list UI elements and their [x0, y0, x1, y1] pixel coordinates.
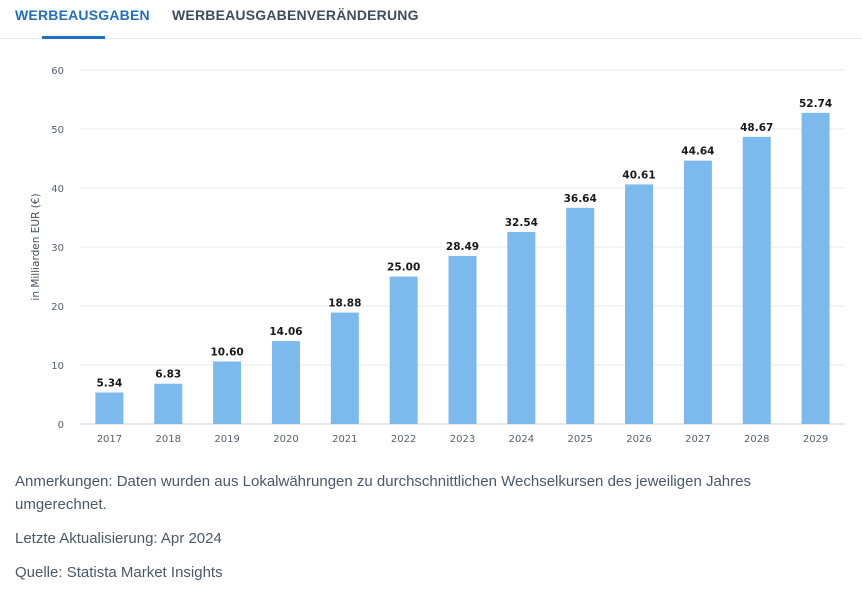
bar-2020[interactable] [271, 341, 300, 424]
y-tick-label: 0 [58, 420, 64, 431]
bar-2024[interactable] [507, 232, 536, 424]
tab-bar: WERBEAUSGABEN WERBEAUSGABENVERÄNDERUNG [0, 0, 862, 39]
bar-chart: 0 10 20 30 40 50 60 in Milliarden EUR (€) 5.34… [30, 66, 845, 445]
tab-werbeausgabenveraenderung[interactable]: WERBEAUSGABENVERÄNDERUNG [172, 7, 419, 23]
y-axis-ticks: 0 10 20 30 40 50 60 [51, 66, 64, 431]
x-tick-label: 2023 [450, 434, 475, 445]
x-tick-label: 2025 [567, 434, 592, 445]
data-label-2025: 36.64 [564, 193, 597, 205]
x-tick-label: 2026 [626, 434, 651, 445]
x-tick-label: 2029 [803, 434, 828, 445]
x-axis-ticks: 2017 2018 2019 2020 2021 2022 2023 2024 2025 2026… [97, 434, 829, 445]
data-labels: 5.34 6.83 10.60 14.06 18.88 25.00 28.49 32.54 36… [96, 98, 832, 390]
data-label-2021: 18.88 [328, 298, 361, 310]
y-tick-label: 30 [51, 243, 64, 254]
data-label-2023: 28.49 [446, 241, 479, 253]
x-tick-label: 2018 [156, 434, 181, 445]
x-tick-label: 2021 [332, 434, 357, 445]
y-tick-label: 40 [51, 184, 64, 195]
y-tick-label: 50 [51, 125, 64, 136]
last-update-text: Letzte Aktualisierung: Apr 2024 [15, 530, 222, 547]
source-text: Quelle: Statista Market Insights [15, 564, 223, 581]
x-tick-label: 2028 [744, 434, 769, 445]
data-label-2017: 5.34 [96, 377, 122, 389]
bar-2025[interactable] [566, 207, 595, 424]
tab-werbeausgaben[interactable]: WERBEAUSGABEN [15, 7, 150, 23]
bar-2027[interactable] [683, 160, 712, 424]
y-tick-label: 60 [51, 66, 64, 77]
y-tick-label: 20 [51, 302, 64, 313]
active-tab-indicator [42, 36, 105, 39]
bar-2026[interactable] [625, 184, 654, 424]
data-label-2026: 40.61 [622, 169, 655, 181]
bar-2017[interactable] [95, 392, 124, 424]
data-label-2024: 32.54 [505, 217, 538, 229]
data-label-2019: 10.60 [211, 346, 244, 358]
x-tick-label: 2022 [391, 434, 416, 445]
data-label-2022: 25.00 [387, 262, 420, 274]
bar-2022[interactable] [389, 276, 418, 425]
bar-2021[interactable] [330, 312, 359, 424]
data-label-2029: 52.74 [799, 98, 832, 110]
bar-2028[interactable] [742, 136, 771, 425]
bar-2023[interactable] [448, 255, 477, 424]
x-tick-label: 2024 [509, 434, 534, 445]
chart-notes: Anmerkungen: Daten wurden aus Lokalwähru… [15, 470, 815, 595]
bars [95, 112, 830, 425]
remarks-text: Anmerkungen: Daten wurden aus Lokalwähru… [15, 473, 751, 513]
data-label-2018: 6.83 [155, 369, 181, 381]
y-axis-label: in Milliarden EUR (€) [30, 193, 42, 300]
x-tick-label: 2027 [685, 434, 710, 445]
bar-2029[interactable] [801, 112, 830, 425]
y-tick-label: 10 [51, 361, 64, 372]
x-tick-label: 2019 [214, 434, 239, 445]
bar-2018[interactable] [154, 383, 183, 424]
x-tick-label: 2020 [273, 434, 298, 445]
bar-2019[interactable] [213, 361, 242, 424]
data-label-2027: 44.64 [681, 146, 714, 158]
data-label-2020: 14.06 [269, 326, 302, 338]
data-label-2028: 48.67 [740, 122, 773, 134]
x-tick-label: 2017 [97, 434, 122, 445]
